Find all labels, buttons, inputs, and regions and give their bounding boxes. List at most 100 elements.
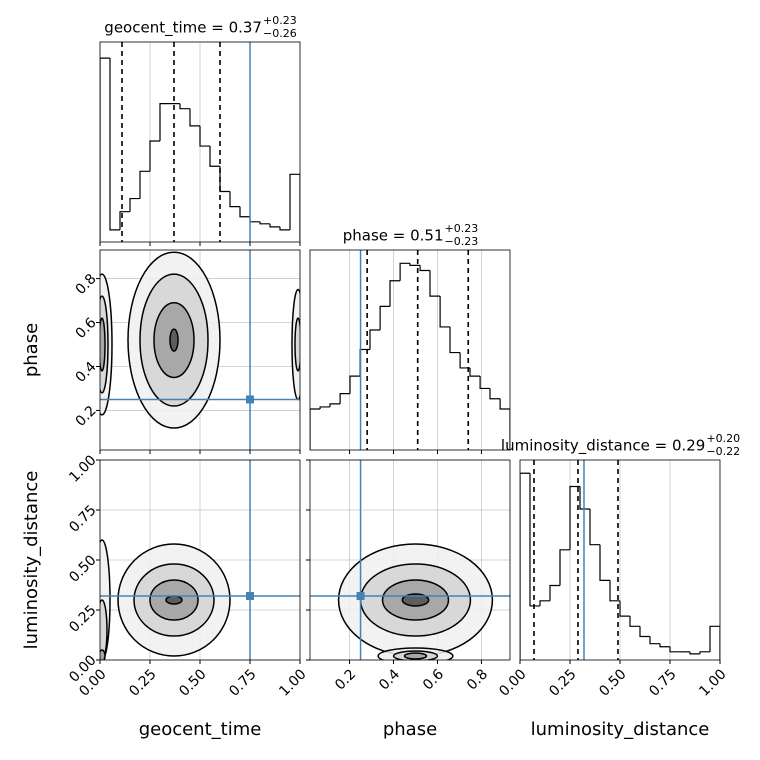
x-tick-label: 0.8 [464, 666, 491, 693]
y-tick-label: 0.4 [73, 359, 100, 386]
panel-title: luminosity_distance = 0.29 [501, 437, 705, 456]
hist-step [639, 626, 650, 638]
title-sup: +0.23 [263, 14, 297, 27]
panel [310, 250, 510, 450]
hist-step [249, 216, 260, 223]
hist-step [109, 58, 120, 231]
x-tick-label: 0.4 [376, 666, 403, 693]
contour [100, 317, 106, 372]
hist-step [619, 600, 630, 617]
panel-title: phase = 0.51 [343, 227, 444, 245]
x-axis-label: phase [383, 719, 437, 740]
contour [403, 652, 428, 660]
contour [294, 317, 300, 372]
panel-frame [519, 459, 721, 661]
panel [520, 460, 720, 660]
hist-step [219, 166, 230, 193]
panel-frame [309, 249, 511, 451]
x-tick-label: 0.50 [176, 666, 209, 699]
title-sup: +0.20 [706, 432, 740, 445]
panel [100, 42, 300, 242]
x-tick-label: 0.25 [546, 666, 579, 699]
hist-step [139, 170, 150, 199]
title-sub: −0.23 [445, 235, 479, 248]
panel [100, 250, 300, 450]
y-tick-label: 0.75 [66, 502, 99, 535]
hist-step [469, 367, 481, 377]
hist-step [129, 197, 140, 212]
hist-step [149, 140, 160, 172]
hist-step [549, 584, 560, 601]
panel-title: geocent_time = 0.37 [104, 19, 262, 38]
x-tick-label: 0.75 [226, 666, 259, 699]
panel-frame [99, 41, 301, 243]
contour [100, 599, 108, 660]
contour [165, 595, 183, 605]
hist-step [429, 270, 441, 297]
y-tick-label: 0.2 [73, 403, 100, 430]
hist-step [119, 211, 130, 230]
hist-step [449, 326, 461, 354]
hist-step [339, 392, 350, 404]
hist-step [229, 191, 240, 208]
contour [401, 593, 430, 607]
panel-frame [99, 249, 301, 451]
y-tick-label: 0.8 [73, 271, 100, 298]
hist-step [529, 473, 540, 607]
hist-step [319, 406, 330, 409]
hist-step [439, 296, 450, 328]
hist-step [559, 549, 570, 586]
hist-step [489, 388, 501, 400]
truth-marker [356, 592, 365, 600]
y-tick-label: 0.25 [66, 602, 99, 635]
x-axis-label: geocent_time [139, 719, 262, 740]
hist-step [389, 280, 401, 307]
hist-step [399, 262, 410, 281]
hist-step [539, 600, 550, 606]
truth-marker [246, 395, 254, 404]
y-tick-label: 1.00 [66, 452, 99, 485]
hist-step [379, 305, 390, 330]
panel [310, 460, 510, 660]
hist-step [629, 616, 640, 627]
hist-step [239, 206, 250, 218]
hist-step [100, 57, 110, 242]
x-tick-label: 0.00 [496, 666, 529, 699]
x-tick-label: 0.75 [646, 666, 679, 699]
hist-step [499, 398, 510, 450]
hist-step [329, 403, 341, 407]
x-tick-label: 0.50 [596, 666, 629, 699]
x-axis-label: luminosity_distance [531, 719, 710, 740]
hist-step [349, 375, 361, 394]
hist-step [459, 352, 470, 369]
y-axis-label: luminosity_distance [21, 471, 42, 650]
panel-frame [309, 459, 511, 661]
hist-step [649, 636, 660, 645]
hist-step [589, 508, 600, 546]
panel-frame [99, 459, 301, 661]
hist-step [359, 348, 370, 377]
contour [169, 328, 179, 352]
title-sub: −0.26 [263, 27, 297, 40]
hist-step [419, 265, 430, 272]
hist-step [310, 408, 321, 450]
hist-step [209, 146, 220, 167]
hist-step [599, 544, 610, 582]
hist-step [659, 643, 670, 648]
hist-step [369, 329, 381, 350]
hist-step [279, 226, 290, 231]
hist-step [189, 108, 200, 127]
panel [100, 460, 300, 660]
hist-step [479, 376, 490, 390]
hist-step [199, 125, 210, 147]
hist-step [159, 103, 170, 141]
y-tick-label: 0.6 [73, 315, 100, 342]
hist-step [709, 625, 720, 660]
x-tick-label: 0.2 [332, 666, 359, 693]
hist-step [579, 486, 590, 510]
x-tick-label: 0.25 [126, 666, 159, 699]
hist-step [699, 651, 710, 654]
x-tick-label: 0.6 [420, 666, 447, 693]
title-sub: −0.22 [706, 445, 740, 458]
y-axis-label: phase [21, 323, 42, 377]
